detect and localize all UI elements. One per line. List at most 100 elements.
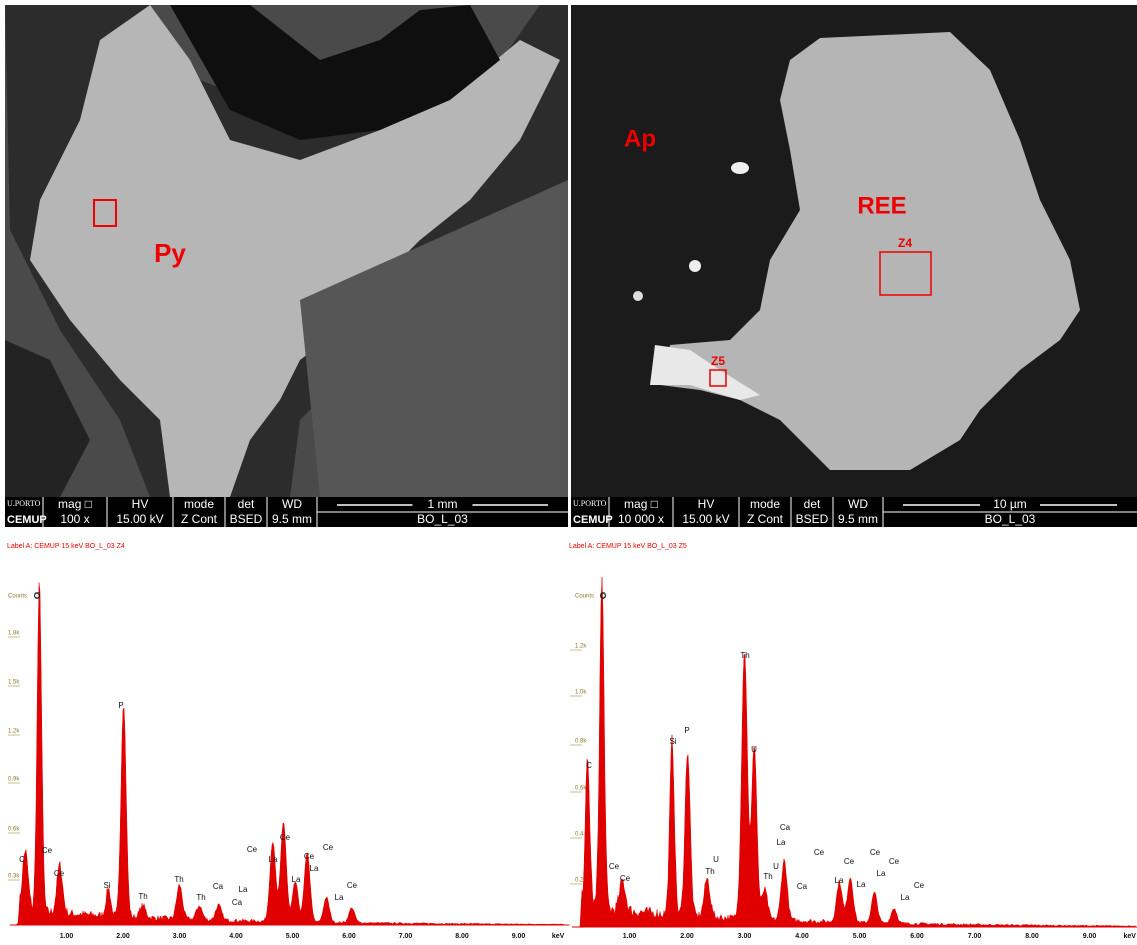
peak-label: La (777, 838, 786, 847)
peak-label: Ce (814, 848, 825, 857)
x-tick-label: 3.00 (738, 933, 752, 940)
info-header: HV (132, 497, 149, 511)
peak-label: La (310, 864, 319, 873)
logo: U.PORTO (573, 499, 607, 508)
peak-label: Th (196, 893, 205, 902)
peak-label: Ce (914, 881, 925, 890)
y-tick-label: 1.0k (575, 690, 587, 696)
y-tick-label: 0.6k (575, 786, 587, 792)
x-tick-label: 7.00 (399, 933, 413, 940)
peak-label: C (586, 761, 592, 770)
y-tick-label: 0.3k (8, 874, 20, 880)
peak-label: Ce (870, 848, 881, 857)
y-tick-label: 1.2k (575, 644, 587, 650)
x-tick-label: 6.00 (342, 933, 356, 940)
peak-label: P (118, 701, 123, 710)
peak-label: Ce (280, 833, 291, 842)
x-tick-label: 3.00 (173, 933, 187, 940)
peak-label: Ce (620, 874, 631, 883)
region-label: REE (857, 192, 906, 219)
x-tick-label: 9.00 (1083, 933, 1097, 940)
info-value: 100 x (60, 512, 89, 526)
peak-label: Ca (232, 898, 243, 907)
peak-label: La (877, 869, 886, 878)
peak-label: Ce (247, 845, 258, 854)
peak-label: U (713, 855, 719, 864)
peak-label: Ce (844, 857, 855, 866)
info-value: BSED (796, 512, 829, 526)
peak-label: Si (103, 881, 110, 890)
peak-label: Th (174, 875, 183, 884)
info-header: WD (848, 497, 868, 511)
peak-label: Si (669, 737, 676, 746)
peak-label: Ce (889, 857, 900, 866)
logo: U.PORTO (7, 499, 41, 508)
scale-label: 1 mm (428, 497, 458, 511)
y-tick-label: 0.6k (8, 827, 20, 833)
peak-label: O (34, 591, 40, 600)
y-tick-label: 1.8k (8, 631, 20, 637)
x-tick-label: 6.00 (910, 933, 924, 940)
peak-label: U (773, 862, 779, 871)
peak-label: O (600, 591, 606, 600)
scale-bg (412, 498, 473, 511)
x-tick-label: 5.00 (853, 933, 867, 940)
info-value: 10 000 x (618, 512, 664, 526)
info-header: mode (750, 497, 780, 511)
info-header: WD (282, 497, 302, 511)
info-value: Z Cont (747, 512, 784, 526)
y-tick-label: 0.9k (8, 777, 20, 783)
logo: CEMUP (573, 514, 613, 526)
peak-label: Ce (54, 869, 65, 878)
x-tick-label: 2.00 (680, 933, 694, 940)
peak-label: Ce (347, 881, 358, 890)
spectrum (10, 582, 565, 926)
peak-label: La (835, 876, 844, 885)
peak-label: Ce (323, 843, 334, 852)
y-tick-label: 0.8k (575, 739, 587, 745)
peak-label: La (269, 855, 278, 864)
info-value: 9.5 mm (838, 512, 878, 526)
region-label: Ap (624, 125, 656, 152)
peak-label: Th (763, 872, 772, 881)
peak-label: Th (138, 892, 147, 901)
scale-label: 10 µm (993, 497, 1027, 511)
x-tick-label: 1.00 (60, 933, 74, 940)
spectrum-label: Label A: CEMUP 15 keV BO_L_03 Z4 (7, 543, 125, 550)
info-header: mode (184, 497, 214, 511)
peak-label: Ce (304, 852, 315, 861)
sample-label: BO_L_03 (985, 512, 1036, 526)
info-value: BSED (230, 512, 263, 526)
peak-label: La (857, 880, 866, 889)
peak-label: La (239, 885, 248, 894)
info-header: mag □ (624, 497, 658, 511)
x-tick-label: 7.00 (968, 933, 982, 940)
x-tick-label: 2.00 (116, 933, 130, 940)
peak-label: La (901, 893, 910, 902)
peak-label: Ca (797, 882, 808, 891)
peak-marker (34, 593, 40, 599)
region-label: Z5 (711, 354, 725, 368)
y-tick-label: 0.2 (575, 878, 584, 884)
spectrum-label: Label A: CEMUP 15 keV BO_L_03 Z5 (569, 543, 687, 550)
peak-label: La (335, 893, 344, 902)
peak-label: La (292, 875, 301, 884)
peak-label: Ca (780, 823, 791, 832)
sample-label: BO_L_03 (417, 512, 468, 526)
info-value: 15.00 kV (682, 512, 729, 526)
info-value: Z Cont (181, 512, 218, 526)
info-header: HV (698, 497, 715, 511)
x-tick-label: 8.00 (1025, 933, 1039, 940)
spectrum (572, 576, 1136, 928)
x-tick-label: 5.00 (286, 933, 300, 940)
peak-label: Ce (42, 846, 53, 855)
micrograph-right (571, 5, 1137, 497)
info-header: det (238, 497, 255, 511)
y-tick-label: 1.5k (8, 680, 20, 686)
peak-label: Ca (213, 882, 224, 891)
x-tick-label: 8.00 (455, 933, 469, 940)
x-unit: keV (552, 933, 565, 940)
region-label: Z4 (898, 236, 912, 250)
info-header: mag □ (58, 497, 92, 511)
